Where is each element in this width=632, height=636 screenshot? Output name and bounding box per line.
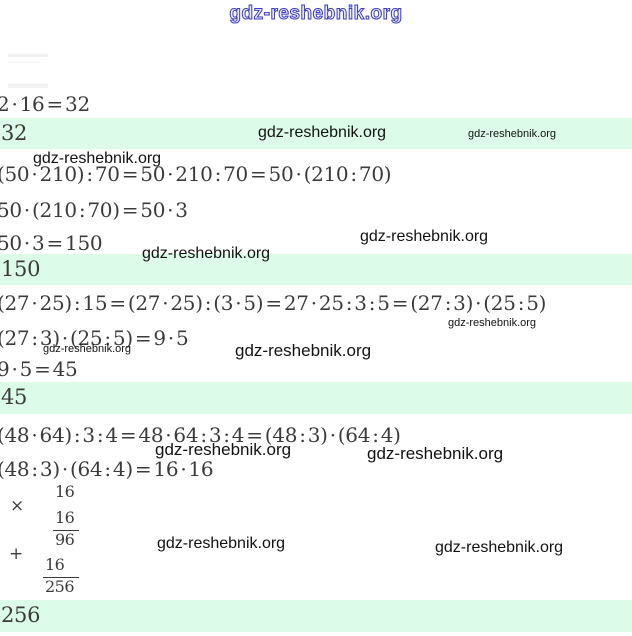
math-line: (48 · 64) : 3 : 4 = 48 · 64 : 3 : 4 = (4… — [0, 423, 401, 447]
factor-bottom: 16 — [55, 508, 75, 527]
watermark: gdz-reshebnik.org — [367, 444, 504, 463]
math-line: (50 · 210) : 70 = 50 · 210 : 70 = 50 · (… — [0, 162, 392, 186]
answer-value: 45 — [1, 385, 28, 409]
math-line: 50 · 3 = 150 — [0, 231, 103, 255]
plus-sign: + — [9, 544, 24, 564]
watermark: gdz-reshebnik.org — [157, 535, 286, 552]
watermark: gdz-reshebnik.org — [468, 128, 557, 140]
math-line: (27 · 25) : 15 = (27 · 25) : (3 · 5) = 2… — [0, 291, 547, 315]
answer-row: 32 — [0, 118, 632, 149]
answer-row: 256 — [0, 600, 632, 632]
watermark: gdz-reshebnik.org — [435, 539, 564, 556]
faded-artifact — [8, 54, 48, 57]
math-line: 50 · (210 : 70) = 50 · 3 — [0, 198, 188, 222]
answer-value: 150 — [1, 257, 41, 281]
answer-row: 150 — [0, 254, 632, 285]
watermark: gdz-reshebnik.org — [448, 317, 537, 329]
partial-product: 96 — [55, 530, 75, 549]
watermark: gdz-reshebnik.org — [258, 124, 387, 141]
result-rule — [43, 577, 79, 578]
watermark: gdz-reshebnik.org — [43, 343, 132, 355]
result-value: 256 — [45, 577, 75, 596]
partial-product-rule — [53, 530, 79, 531]
watermark: gdz-reshebnik.org — [155, 440, 292, 459]
faded-artifact — [8, 83, 48, 88]
multiply-sign: × — [10, 496, 25, 516]
faded-artifact — [8, 61, 40, 63]
watermark: gdz-reshebnik.org — [360, 228, 489, 245]
answer-row: 45 — [0, 382, 632, 414]
math-line: (48 : 3) · (64 : 4) = 16 · 16 — [0, 457, 214, 481]
answer-value: 256 — [1, 603, 41, 627]
watermark: gdz-reshebnik.org — [33, 150, 162, 167]
answer-value: 32 — [1, 121, 28, 145]
math-line: 2 · 16 = 32 — [0, 92, 90, 116]
watermark: gdz-reshebnik.org — [142, 245, 271, 262]
factor-top: 16 — [55, 482, 75, 501]
shifted-addend: 16 — [45, 555, 65, 574]
math-line: (27 : 3) · (25 : 5) = 9 · 5 — [0, 326, 189, 350]
site-watermark-header: gdz-reshebnik.org — [229, 3, 403, 25]
math-line: 9 · 5 = 45 — [0, 357, 78, 381]
watermark: gdz-reshebnik.org — [235, 341, 372, 360]
